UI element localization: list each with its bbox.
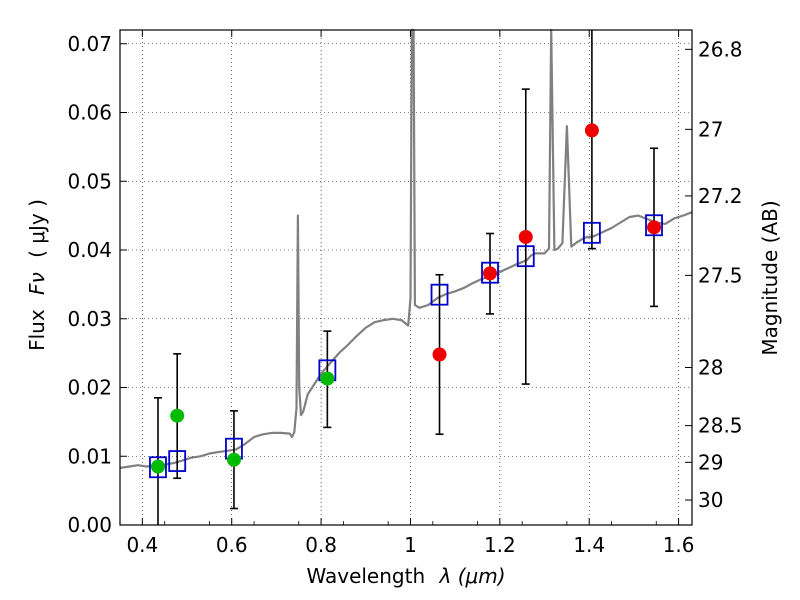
observed-point (320, 371, 335, 386)
observed-point (432, 347, 447, 362)
magnitude-tick-labels: 26.8 27 27.2 27.5 28 28.5 29 30 (698, 37, 743, 512)
x-tick-labels: 0.4 0.6 0.8 1 1.2 1.4 1.6 (126, 533, 694, 557)
magnitude-tick-label: 29 (698, 450, 723, 474)
magnitude-tick-label: 28.5 (698, 414, 743, 438)
observed-point (584, 123, 599, 138)
model-point-box (645, 214, 663, 237)
y-tick-labels: 0.00 0.01 0.02 0.03 0.04 0.05 0.06 0.07 (67, 32, 112, 537)
x-tick-label: 1.6 (663, 533, 695, 557)
x-tick-label: 0.6 (216, 533, 248, 557)
spectrum-series (119, 28, 693, 469)
x-tick-label: 0.8 (305, 533, 337, 557)
observed-point (518, 229, 533, 244)
magnitude-tick-label: 28 (698, 355, 723, 379)
observed-point (226, 452, 241, 467)
x-axis-label: Wavelength λ (μm) (306, 564, 505, 588)
y-axis-label: Flux Fν ( μJy ) (25, 199, 49, 351)
model-point-series (149, 214, 663, 479)
magnitude-tick-label: 27.5 (698, 263, 743, 287)
x-tick-label: 0.4 (126, 533, 158, 557)
y-tick-label: 0.01 (67, 444, 112, 468)
model-point-box (583, 221, 601, 244)
y-tick-label: 0.03 (67, 307, 112, 331)
model-point-box (516, 245, 535, 268)
y-tick-label: 0.07 (67, 32, 112, 56)
y2-axis-label: Magnitude (AB) (758, 200, 782, 355)
model-point-box (481, 261, 499, 284)
x-tick-label: 1.2 (484, 533, 516, 557)
observed-point (170, 408, 185, 423)
magnitude-tick-label: 26.8 (698, 37, 743, 61)
observed-point (647, 220, 662, 235)
x-tick-label: 1.4 (573, 533, 605, 557)
y-tick-label: 0.00 (67, 513, 112, 537)
plot-frame (119, 29, 693, 526)
ticks (120, 30, 692, 526)
y-tick-label: 0.05 (67, 169, 112, 193)
observed-point-series (150, 123, 662, 474)
observed-point (483, 266, 498, 281)
y-tick-label: 0.04 (67, 238, 112, 262)
y-tick-label: 0.02 (67, 376, 112, 400)
magnitude-tick-label: 27 (698, 117, 723, 141)
y-tick-label: 0.06 (67, 101, 112, 125)
x-tick-label: 1 (404, 533, 417, 557)
model-point-box (430, 283, 449, 306)
model-point-box (168, 450, 187, 472)
grid (120, 30, 692, 526)
magnitude-tick-label: 30 (698, 488, 723, 512)
observed-point (150, 459, 165, 474)
model-point-box (149, 456, 167, 479)
spectrum-line (119, 28, 693, 469)
magnitude-tick-label: 27.2 (698, 184, 743, 208)
